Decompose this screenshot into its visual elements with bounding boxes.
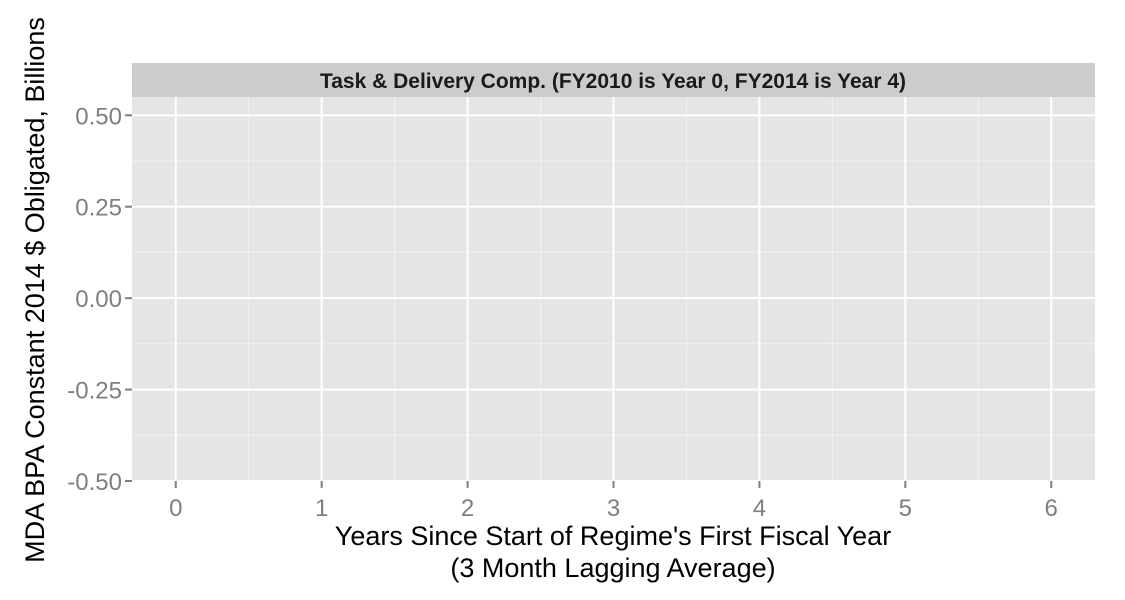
x-tick-label: 4 xyxy=(753,495,766,522)
y-tick-label: -0.25 xyxy=(67,378,122,405)
y-axis-title: MDA BPA Constant 2014 $ Obligated, Billi… xyxy=(20,17,50,563)
x-tick-label: 6 xyxy=(1045,495,1058,522)
y-axis: -0.50 -0.25 0.00 0.25 0.50 xyxy=(67,103,132,496)
facet-strip-title: Task & Delivery Comp. (FY2010 is Year 0,… xyxy=(320,70,906,93)
y-tick-label: -0.50 xyxy=(67,469,122,496)
y-tick-label: 0.25 xyxy=(75,195,122,222)
facet-strip xyxy=(132,63,1095,97)
y-tick-label: 0.00 xyxy=(75,286,122,313)
x-axis-title-line-2: (3 Month Lagging Average) xyxy=(450,553,775,583)
x-tick-label: 2 xyxy=(461,495,474,522)
x-tick-label: 3 xyxy=(607,495,620,522)
y-tick-label: 0.50 xyxy=(75,103,122,130)
x-axis-title-line-1: Years Since Start of Regime's First Fisc… xyxy=(335,521,891,551)
x-tick-label: 1 xyxy=(315,495,328,522)
x-tick-label: 0 xyxy=(169,495,182,522)
x-axis: 0 1 2 3 4 5 6 xyxy=(169,481,1058,522)
x-tick-label: 5 xyxy=(899,495,912,522)
